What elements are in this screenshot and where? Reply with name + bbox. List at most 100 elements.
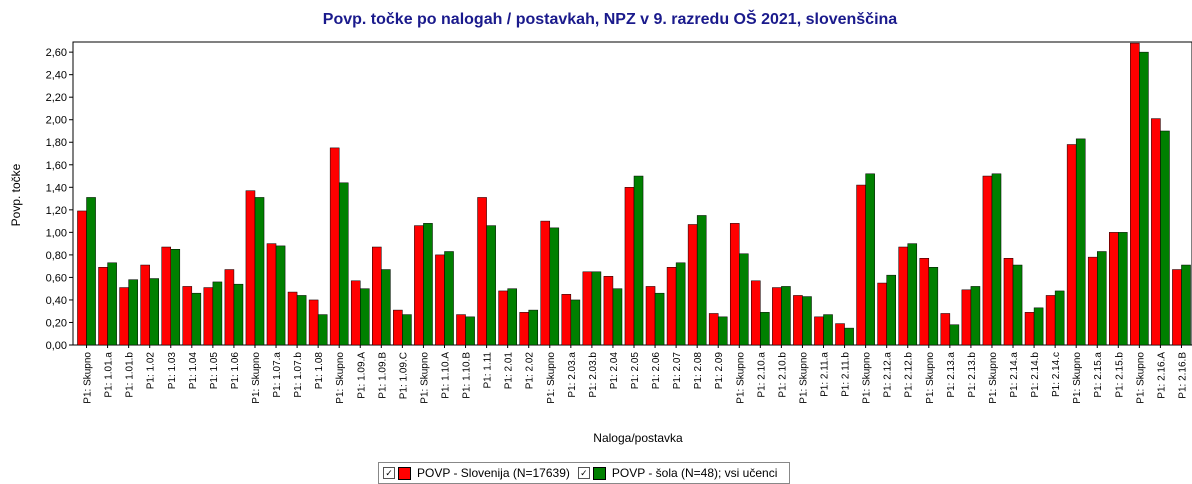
- bar: [1075, 138, 1086, 346]
- x-tick-label: P1: Skupno: [735, 352, 746, 404]
- x-tick-label: P1: 2.04: [609, 352, 620, 390]
- bar: [991, 173, 1002, 346]
- y-tick-label: 1,60: [46, 160, 67, 172]
- bar: [949, 324, 960, 346]
- bar: [591, 271, 602, 346]
- legend-swatch: [592, 466, 606, 480]
- x-tick-label: P1: Skupno: [925, 352, 936, 404]
- x-tick-label: P1: 2.12.a: [883, 352, 894, 398]
- chart: Povp. točke po nalogah / postavkah, NPZ …: [9, 9, 1192, 445]
- x-tick-label: P1: 2.09: [714, 352, 725, 390]
- x-tick-label: P1: Skupno: [83, 352, 94, 404]
- bar: [729, 223, 740, 346]
- bar: [781, 286, 791, 346]
- bar: [696, 215, 707, 346]
- bar: [654, 292, 665, 346]
- x-tick-label: P1: 2.03.a: [567, 352, 578, 398]
- bar: [687, 224, 698, 346]
- bar: [486, 225, 496, 346]
- x-tick-label: P1: 1.04: [188, 352, 199, 390]
- bar: [528, 309, 539, 346]
- bar: [423, 223, 433, 346]
- y-tick-label: 0,20: [46, 317, 67, 329]
- x-tick-label: P1: 1.03: [167, 352, 178, 390]
- x-tick-label: P1: 2.08: [693, 352, 704, 390]
- bar: [233, 283, 244, 346]
- checkbox[interactable]: ✓: [383, 467, 395, 479]
- bar: [561, 294, 572, 346]
- bar: [1003, 258, 1014, 346]
- bar: [338, 182, 349, 346]
- x-tick-label: P1: Skupno: [251, 352, 262, 404]
- x-tick-label: P1: 2.15.a: [1093, 352, 1104, 398]
- x-tick-label: P1: 1.07.b: [293, 352, 304, 398]
- bar: [254, 197, 265, 346]
- y-tick-label: 2,00: [46, 115, 67, 127]
- bar: [149, 278, 160, 346]
- legend-swatch: [398, 466, 411, 480]
- bar: [540, 220, 551, 346]
- bar: [329, 147, 340, 346]
- checkbox[interactable]: ✓: [577, 467, 590, 479]
- y-tick-label: 2,20: [46, 92, 67, 104]
- bar: [381, 269, 391, 346]
- bar: [224, 269, 235, 346]
- bar: [1181, 264, 1191, 346]
- bar: [1012, 264, 1023, 346]
- bar: [645, 286, 656, 346]
- bar: [708, 313, 719, 346]
- bar: [739, 253, 749, 346]
- legend-item[interactable]: ✓ POVP - šola (N=48); vsi učenci: [577, 466, 777, 480]
- bar: [287, 291, 298, 346]
- bar: [675, 262, 686, 346]
- y-tick-label: 1,00: [46, 227, 67, 239]
- bar: [823, 314, 833, 346]
- bar: [814, 316, 824, 346]
- bar: [1024, 312, 1035, 346]
- x-tick-label: P1: Skupno: [798, 352, 809, 404]
- x-tick-label: P1: 1.01.b: [125, 352, 136, 398]
- legend-item[interactable]: ✓ POVP - Slovenija (N=17639): [383, 466, 570, 480]
- bar: [128, 279, 138, 346]
- bar: [1108, 232, 1119, 346]
- bar: [350, 280, 361, 346]
- x-tick-label: P1: 2.16.A: [1156, 352, 1167, 399]
- bar: [444, 251, 454, 346]
- bar: [372, 246, 382, 346]
- bar: [477, 197, 487, 346]
- bar: [549, 227, 560, 346]
- y-tick-label: 2,60: [46, 47, 67, 59]
- y-tick-label: 0,60: [46, 272, 67, 284]
- y-tick-label: 0,40: [46, 295, 67, 307]
- x-tick-label: P1: 2.07: [672, 352, 683, 390]
- bar: [191, 292, 202, 346]
- bar: [86, 197, 96, 346]
- bar: [633, 175, 644, 346]
- bar: [570, 299, 581, 346]
- bar: [802, 296, 812, 346]
- bar: [140, 264, 150, 346]
- y-tick-label: 1,20: [46, 205, 67, 217]
- x-tick-label: P1: 2.14.c: [1051, 352, 1062, 397]
- bar: [317, 314, 328, 346]
- x-axis-label: Naloga/postavka: [593, 431, 683, 445]
- bar: [612, 288, 623, 346]
- bar: [107, 262, 117, 346]
- bar: [582, 271, 593, 346]
- bar: [266, 243, 277, 346]
- bar: [98, 267, 108, 346]
- x-tick-label: P1: 1.08: [314, 352, 325, 390]
- legend-label: POVP - Slovenija (N=17639): [417, 466, 570, 480]
- bar: [907, 243, 918, 346]
- bar: [928, 267, 939, 346]
- legend: ✓ POVP - Slovenija (N=17639) ✓ POVP - šola…: [378, 462, 791, 484]
- bar: [77, 210, 87, 346]
- bar: [519, 312, 529, 346]
- bar: [1096, 251, 1107, 346]
- x-tick-label: P1: 1.02: [146, 352, 157, 390]
- x-tick-label: P1: Skupno: [862, 352, 873, 404]
- x-tick-label: P1: 2.13.a: [946, 352, 957, 398]
- y-tick-label: 1,80: [46, 137, 67, 149]
- bar: [961, 289, 972, 346]
- x-tick-label: P1: 1.09.B: [377, 352, 388, 399]
